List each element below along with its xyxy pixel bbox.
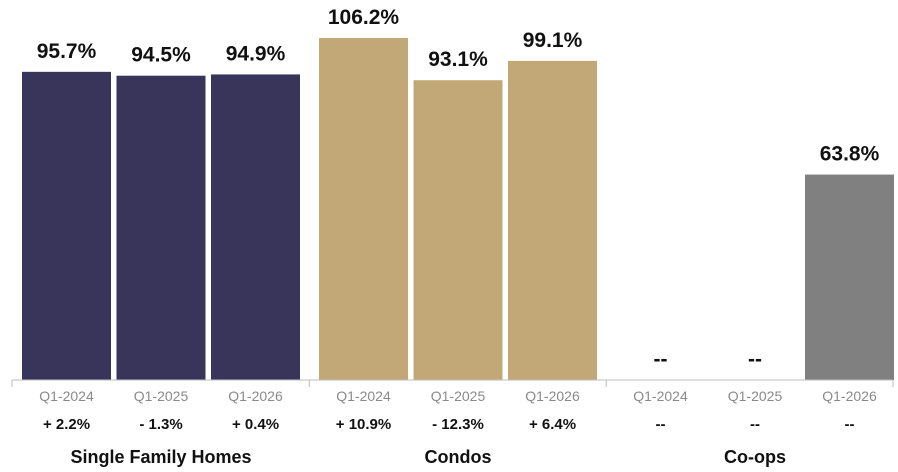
- group-label-condos: Condos: [425, 447, 492, 467]
- labels-layer: 95.7% 94.5% 94.9% 106.2% 93.1% 99.1% -- -- 63.8%: [37, 6, 880, 371]
- data-label: --: [654, 348, 668, 371]
- x-tick-label: Q1-2024: [39, 388, 94, 404]
- change-label: - 12.3%: [432, 416, 484, 433]
- bar-single-family-homes-q1-2024: [22, 71, 111, 380]
- x-tick-label: Q1-2024: [336, 388, 391, 404]
- data-label: 94.9%: [226, 42, 286, 65]
- change-label: + 2.2%: [43, 416, 90, 433]
- group-label-co-ops: Co-ops: [724, 447, 786, 467]
- x-tick-label: Q1-2024: [633, 388, 688, 404]
- x-tick-label: Q1-2025: [134, 388, 189, 404]
- data-label: 99.1%: [523, 29, 583, 52]
- change-label: + 10.9%: [336, 416, 391, 433]
- data-label: 94.5%: [131, 44, 191, 67]
- data-label: 95.7%: [37, 40, 97, 63]
- bar-condos-q1-2026: [508, 60, 597, 380]
- bars-layer: [22, 38, 894, 381]
- bar-single-family-homes-q1-2025: [116, 75, 206, 381]
- data-label: 106.2%: [328, 6, 400, 29]
- x-tick-label: Q1-2025: [431, 388, 486, 404]
- bar-condos-q1-2024: [319, 38, 408, 380]
- change-label: + 6.4%: [529, 416, 576, 433]
- bar-co-ops-q1-2026: [805, 174, 894, 380]
- group-label-single-family-homes: Single Family Homes: [70, 447, 251, 467]
- x-tick-label: Q1-2026: [525, 388, 580, 404]
- x-tick-label: Q1-2026: [228, 388, 283, 404]
- change-label: --: [656, 416, 666, 433]
- x-ticks-layer: Q1-2024 + 2.2% Q1-2025 - 1.3% Q1-2026 + 0.4% S…: [11, 380, 894, 467]
- change-label: --: [845, 416, 855, 433]
- change-label: - 1.3%: [139, 416, 182, 433]
- change-label: --: [750, 416, 760, 433]
- x-tick-label: Q1-2026: [822, 388, 877, 404]
- bar-condos-q1-2025: [413, 80, 503, 380]
- data-label: 63.8%: [820, 143, 880, 166]
- data-label: 93.1%: [428, 48, 488, 71]
- data-label: --: [748, 348, 762, 371]
- x-tick-label: Q1-2025: [728, 388, 783, 404]
- change-label: + 0.4%: [232, 416, 279, 433]
- bar-single-family-homes-q1-2026: [211, 74, 300, 380]
